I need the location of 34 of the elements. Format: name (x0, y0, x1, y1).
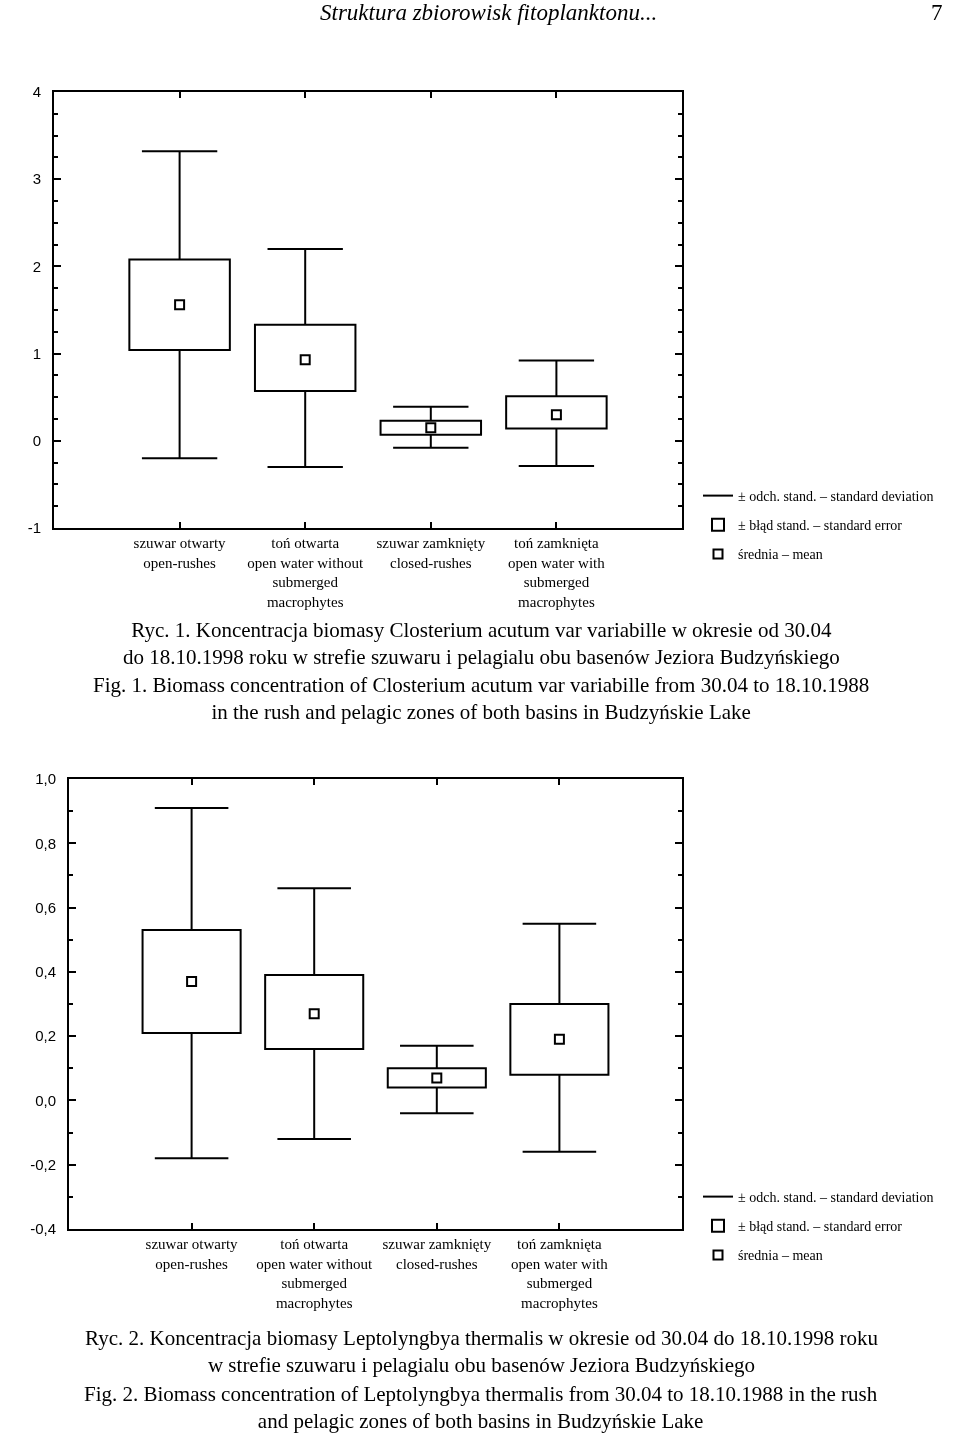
y-tick-label: 2 (32, 257, 41, 275)
text: Struktura zbiorowisk fitoplanktonu... (320, 0, 658, 25)
text: średnia – mean (738, 1248, 823, 1264)
text: 7 (931, 0, 943, 25)
y-tick-label: -0,4 (30, 1220, 56, 1238)
y-tick-label: 1 (32, 344, 41, 362)
y-tick-label: -1 (27, 519, 41, 537)
x-tick-label: toń otwarta open water without submerged macrophytes (247, 535, 364, 610)
x-tick-label: toń zamknięta open water with submerged macrophytes (511, 1236, 609, 1311)
y-tick-label: 0,4 (35, 963, 56, 981)
y-tick-label: 0 (32, 432, 41, 450)
caption: Fig. 2. Biomass concentration of Leptolyngbya thermalis from 30.04 to 18.10.1988 in the rush and pelagic zones of both basins in Budzyńskie Lake (84, 1382, 878, 1434)
text: Ryc. 2. Koncentracja biomasy Leptolyngbya thermalis w okresie od 30.04 do 18.10.1998 roku w strefie szuwaru i pelagialu obu basenów Jeziora Budzyńskiego (85, 1326, 879, 1378)
caption: Fig. 1. Biomass concentration of Closterium acutum var variabille from 30.04 to 18.10.1988 in the rush and pelagic zones of both basins in Budzyńskie Lake (93, 673, 870, 725)
text: ± odch. stand. – standard deviation (738, 489, 934, 505)
x-tick-label: toń otwarta open water without submerged macrophytes (256, 1236, 373, 1311)
text: średnia – mean (738, 547, 823, 563)
x-tick-label: toń zamknięta open water with submerged macrophytes (508, 535, 606, 610)
y-tick-label: 4 (32, 83, 41, 101)
y-tick-label: 3 (32, 170, 41, 188)
y-tick-label: 0,8 (35, 834, 56, 852)
x-tick-label: szuwar zamknięty closed-rushes (382, 1236, 492, 1272)
y-tick-label: 0,6 (35, 898, 56, 916)
text: Ryc. 1. Koncentracja biomasy Closterium acutum var variabille w okresie od 30.04 do 18.10.1998 roku w strefie szuwaru i pelagialu obu basenów Jeziora Budzyńskiego (123, 618, 840, 670)
x-tick-label: szuwar zamknięty closed-rushes (376, 535, 486, 571)
y-tick-label: 0,0 (35, 1091, 56, 1109)
text: ± błąd stand. – standard error (738, 1219, 903, 1235)
y-tick-label: 1,0 (35, 770, 56, 788)
y-tick-label: 0,2 (35, 1027, 56, 1045)
y-tick-label: -0,2 (30, 1155, 56, 1173)
text: ± błąd stand. – standard error (738, 518, 903, 534)
text: ± odch. stand. – standard deviation (738, 1190, 934, 1206)
x-tick-label: szuwar otwarty open-rushes (133, 535, 227, 571)
x-tick-label: szuwar otwarty open-rushes (145, 1236, 239, 1272)
